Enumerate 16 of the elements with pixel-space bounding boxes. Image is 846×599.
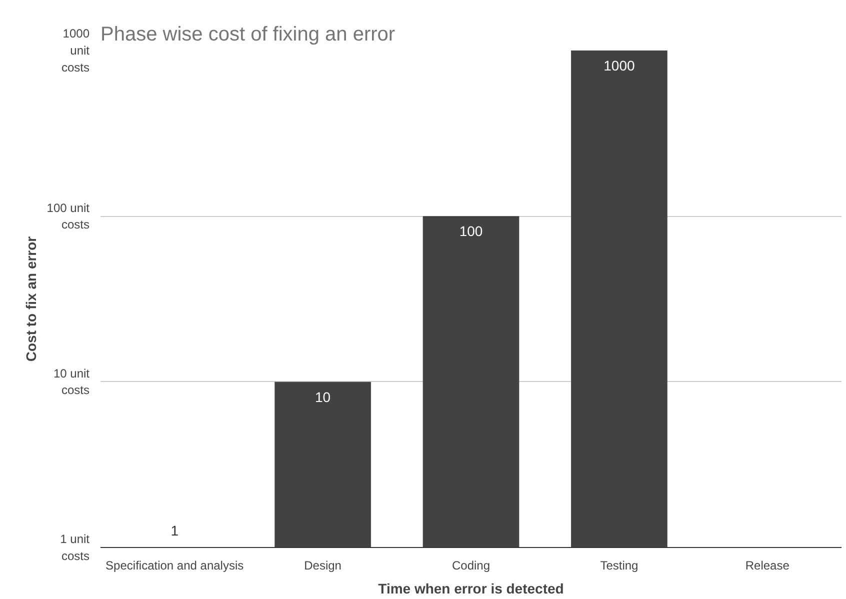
x-tick-label: Coding — [452, 558, 490, 572]
data-label: 1 — [170, 522, 179, 538]
y-tick-label: 10 unit costs — [53, 366, 90, 398]
x-tick-label: Release — [745, 558, 790, 572]
x-tick-label: Specification and analysis — [106, 558, 244, 572]
y-tick-label: 1 unit costs — [60, 532, 90, 563]
chart-title: Phase wise cost of fixing an error — [100, 24, 396, 46]
x-tick-label: Design — [304, 558, 342, 572]
x-tick-label: Testing — [600, 558, 638, 572]
y-axis-title: Cost to fix an error — [22, 236, 39, 362]
x-axis-title: Time when error is detected — [378, 580, 564, 596]
y-tick-label: 1000 unit costs — [61, 26, 90, 74]
y-tick-label: 100 unit costs — [46, 200, 90, 232]
data-label: 10 — [315, 388, 331, 405]
data-label: 100 — [459, 223, 483, 240]
data-label: 1000 — [604, 58, 635, 74]
